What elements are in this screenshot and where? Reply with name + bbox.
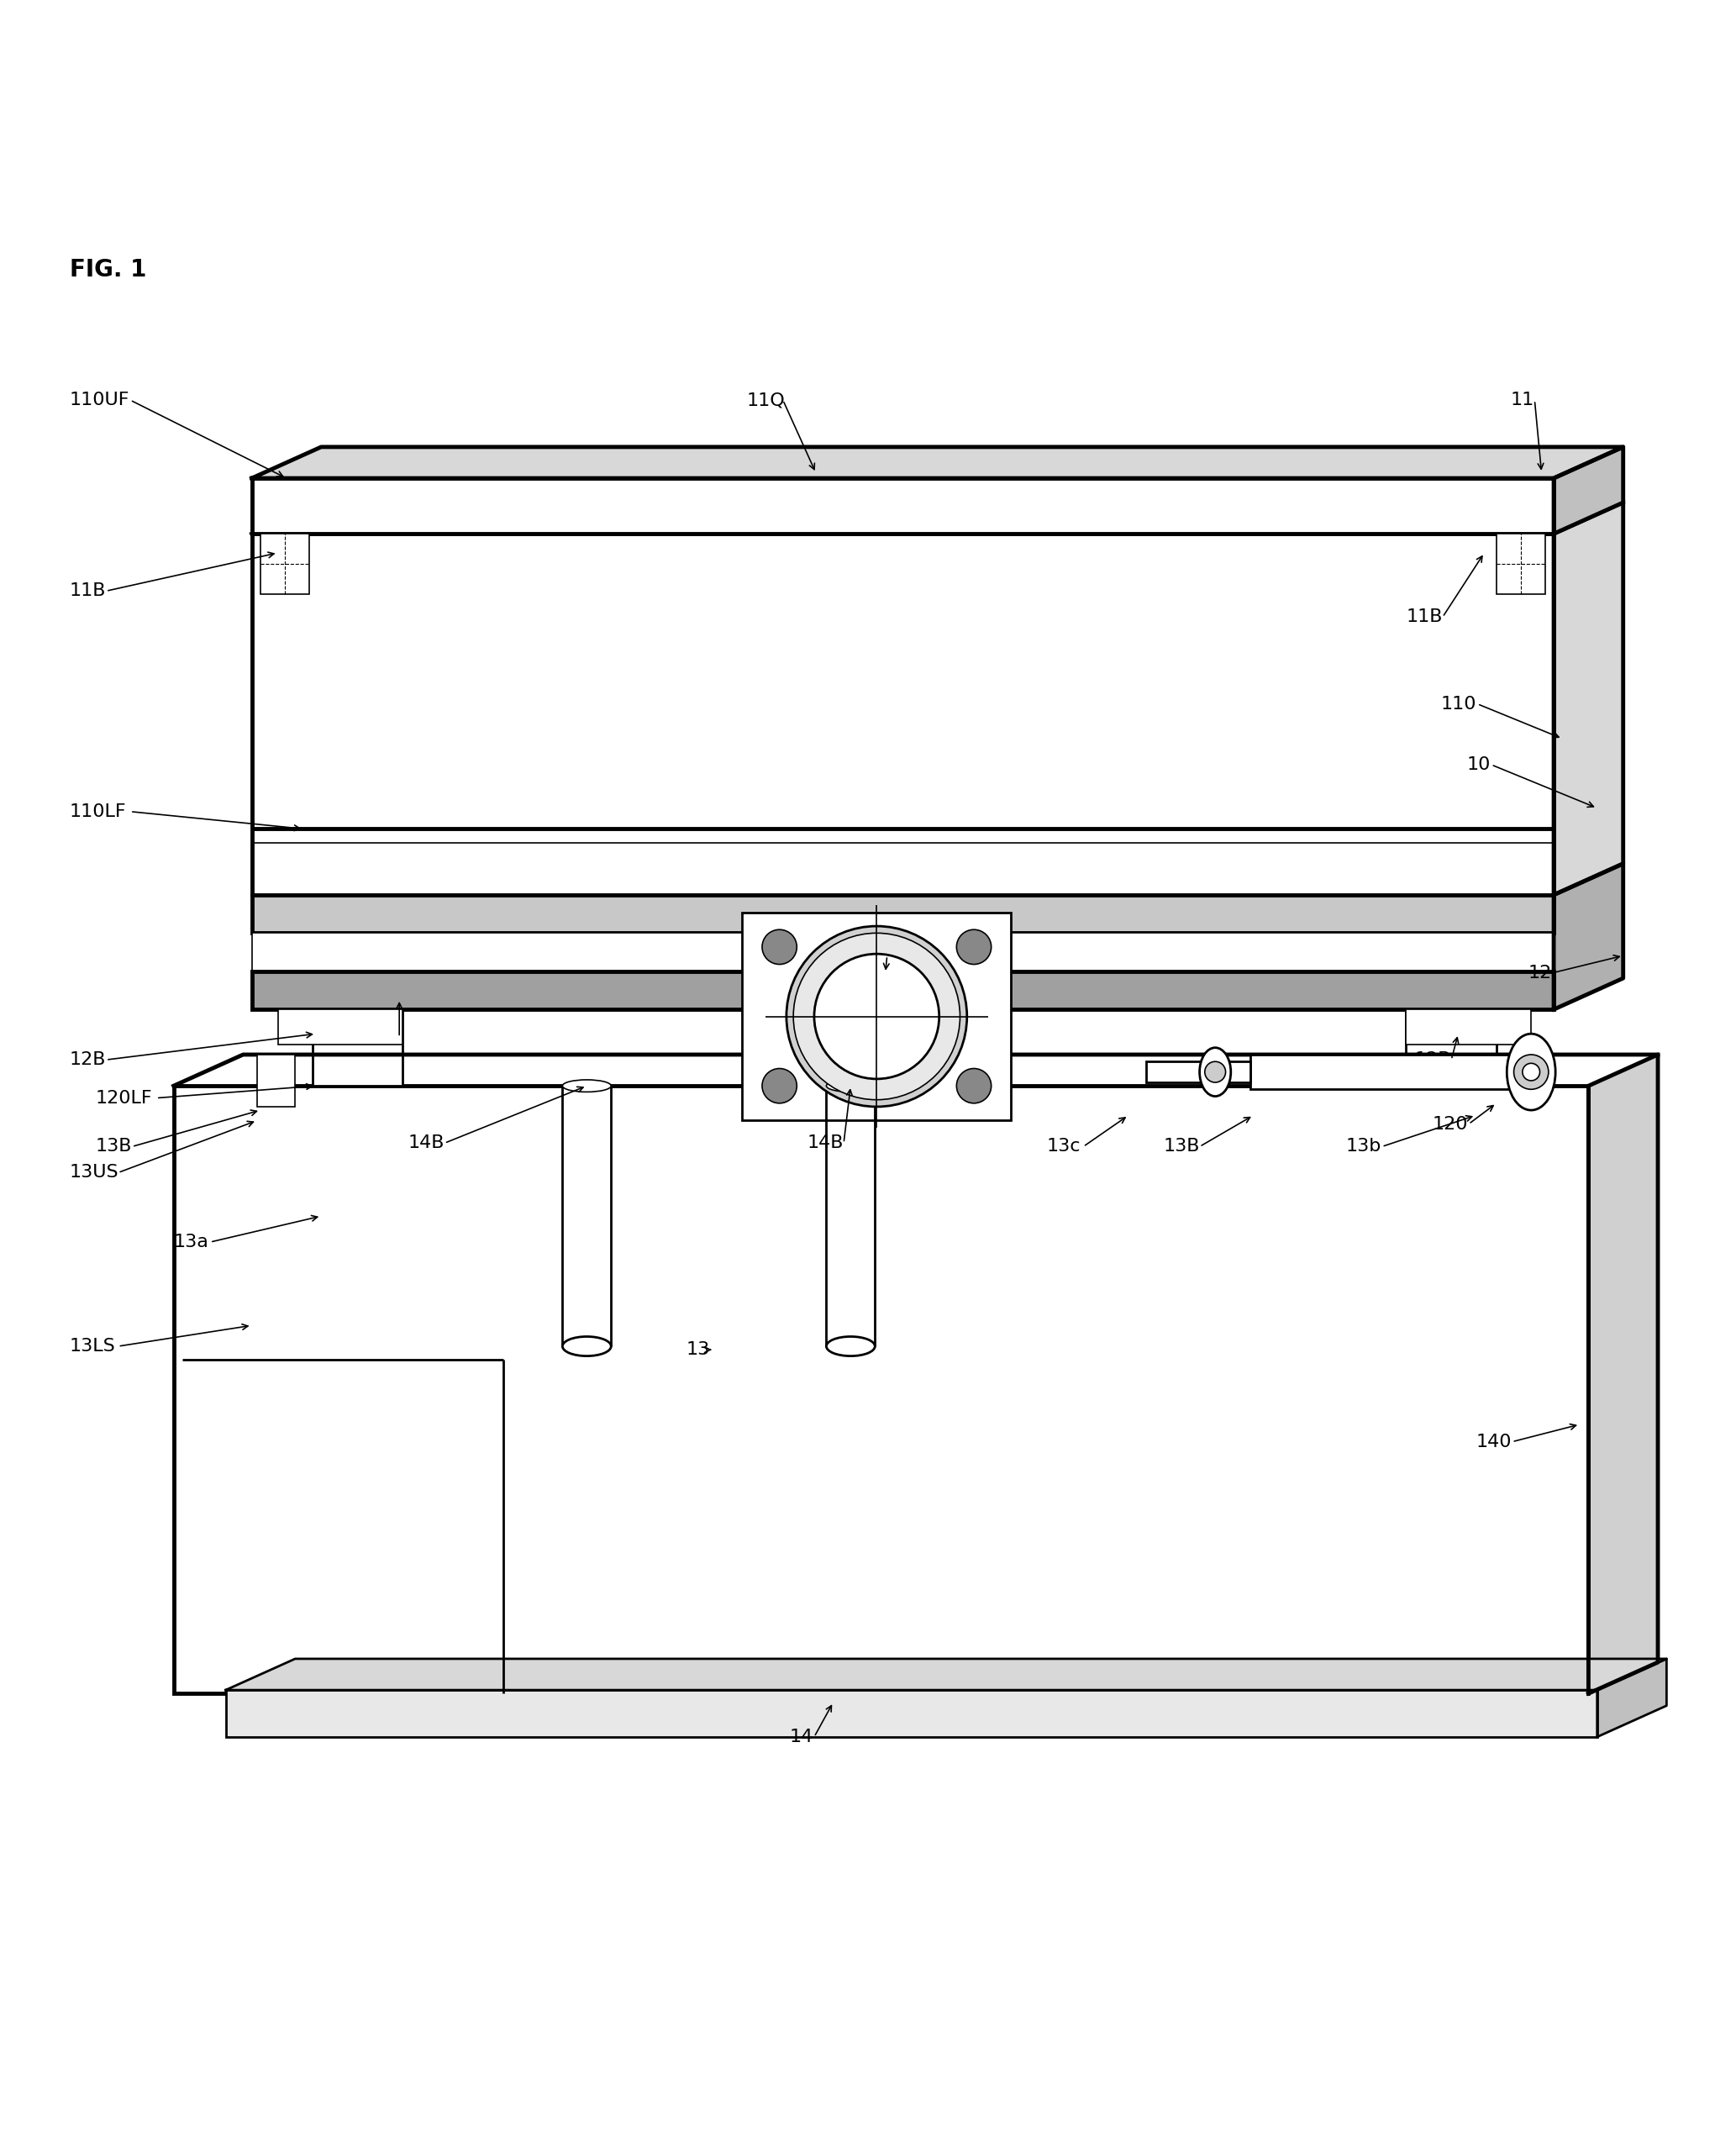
Circle shape — [957, 1068, 991, 1103]
Text: FIG. 1: FIG. 1 — [69, 259, 146, 282]
Polygon shape — [1597, 1658, 1667, 1737]
Text: 13b: 13b — [1345, 1139, 1382, 1154]
Text: 13LS: 13LS — [69, 1338, 116, 1355]
Circle shape — [786, 925, 967, 1107]
Text: 12B: 12B — [69, 1051, 106, 1068]
Polygon shape — [1588, 1056, 1658, 1693]
Text: 13US: 13US — [69, 1165, 118, 1182]
Text: 110UF: 110UF — [69, 391, 130, 408]
Text: 13a: 13a — [174, 1233, 208, 1250]
Circle shape — [762, 1068, 797, 1103]
Text: 14B: 14B — [807, 1135, 844, 1152]
Ellipse shape — [1200, 1047, 1231, 1096]
Circle shape — [814, 953, 939, 1079]
Text: 13: 13 — [686, 1342, 710, 1359]
Polygon shape — [252, 447, 1623, 479]
Bar — [252, 534, 1554, 895]
Text: 13B: 13B — [1163, 1139, 1200, 1154]
Bar — [252, 934, 1554, 972]
Bar — [252, 479, 1554, 534]
Bar — [260, 534, 309, 594]
Text: 120: 120 — [1432, 1116, 1469, 1133]
Circle shape — [1514, 1056, 1549, 1090]
Text: 120LF: 120LF — [95, 1090, 153, 1107]
Bar — [257, 1056, 295, 1107]
Bar — [278, 1009, 403, 1045]
Text: 12: 12 — [1528, 964, 1552, 981]
Polygon shape — [1554, 502, 1623, 895]
Bar — [312, 1009, 403, 1086]
Circle shape — [1522, 1064, 1540, 1081]
Ellipse shape — [826, 1079, 875, 1092]
Text: 11: 11 — [1510, 391, 1535, 408]
Circle shape — [957, 930, 991, 964]
Bar — [226, 1690, 1597, 1737]
Bar — [1496, 534, 1545, 594]
Text: 110: 110 — [1441, 695, 1477, 712]
Polygon shape — [1554, 447, 1623, 534]
Text: 10: 10 — [1467, 756, 1491, 774]
Circle shape — [762, 930, 797, 964]
Text: 12B: 12B — [1415, 1051, 1451, 1068]
Polygon shape — [226, 1658, 1667, 1690]
Text: 11B: 11B — [1406, 609, 1443, 626]
Ellipse shape — [826, 1336, 875, 1357]
Text: 14: 14 — [790, 1729, 814, 1746]
Bar — [1146, 1062, 1250, 1081]
Text: 110LF: 110LF — [69, 804, 127, 821]
Bar — [1406, 1009, 1496, 1086]
Text: 140: 140 — [1476, 1434, 1512, 1451]
Bar — [1250, 1056, 1510, 1090]
Bar — [1406, 1009, 1531, 1045]
Text: 13c: 13c — [1047, 1139, 1082, 1154]
Bar — [174, 1086, 1588, 1693]
Ellipse shape — [562, 1079, 611, 1092]
Text: 11B: 11B — [69, 583, 106, 600]
Circle shape — [793, 934, 960, 1101]
Text: 12H: 12H — [851, 947, 889, 964]
Text: 13B: 13B — [95, 1139, 132, 1154]
Polygon shape — [1554, 863, 1623, 1009]
Ellipse shape — [562, 1336, 611, 1357]
Bar — [252, 895, 1554, 934]
Text: 14B: 14B — [408, 1135, 444, 1152]
Circle shape — [1205, 1062, 1226, 1081]
Bar — [252, 972, 1554, 1009]
Ellipse shape — [1507, 1034, 1555, 1109]
Text: 11Q: 11Q — [746, 391, 785, 408]
Text: 120LF: 120LF — [339, 1028, 396, 1045]
Bar — [743, 912, 1012, 1120]
